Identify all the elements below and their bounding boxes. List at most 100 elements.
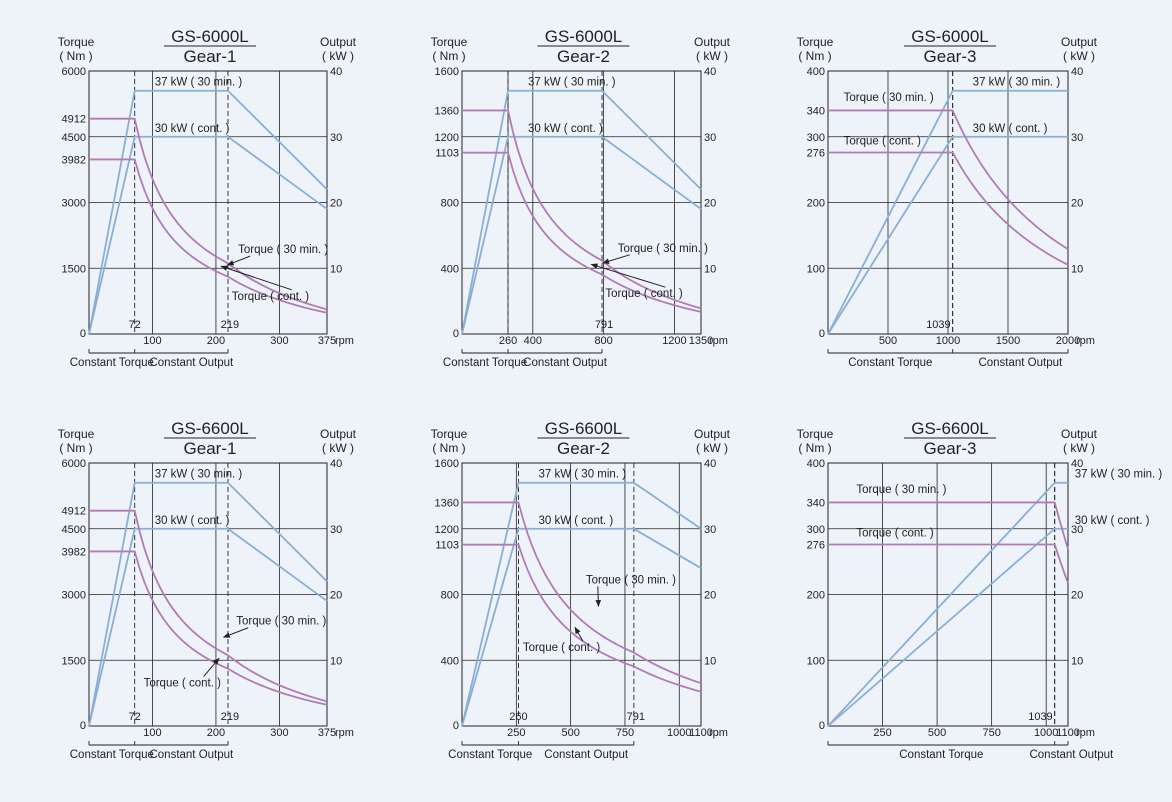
output-tick-label: 30: [704, 524, 716, 536]
power-line: [461, 481, 702, 727]
corner-speed-label: 219: [221, 711, 239, 723]
output-axis-title: Output: [1061, 35, 1098, 49]
constant-output-label: Constant Output: [544, 749, 629, 761]
constant-torque-label: Constant Torque: [70, 357, 154, 369]
power-cont-label: 30 kW ( cont. ): [973, 123, 1048, 135]
power-30min-label: 37 kW ( 30 min. ): [155, 469, 243, 481]
torque-axis-unit: ( Nm ): [432, 441, 465, 455]
power-line: [461, 527, 702, 727]
power-cont-label: 30 kW ( cont. ): [1075, 515, 1150, 527]
torque-tick-label: 1200: [435, 524, 459, 536]
power-line: [827, 135, 1068, 335]
torque-cont-label: Torque ( cont. ): [605, 288, 683, 300]
output-tick-label: 10: [1071, 655, 1083, 667]
torque-tick-label: 1500: [62, 263, 86, 275]
torque-zero-label: 0: [453, 328, 459, 340]
annotation-arrow: [220, 265, 292, 291]
annotation-arrow: [203, 657, 220, 677]
annotation-arrow: [222, 627, 249, 638]
power-line: [461, 89, 702, 335]
torque-axis-title: Torque: [797, 427, 834, 441]
corner-speed-label: 791: [627, 711, 645, 723]
torque-tick-label: 1103: [435, 540, 459, 552]
output-axis-title: Output: [320, 427, 357, 441]
x-tick-label: 200: [207, 335, 225, 347]
torque-curve: [89, 158, 328, 314]
torque-curve: [89, 509, 328, 703]
x-tick-label: 1000: [1034, 727, 1058, 739]
annotation-arrow: [595, 586, 602, 608]
chart-model-title: GS-6000L: [911, 27, 989, 46]
torque-cont-label: Torque ( cont. ): [144, 678, 222, 690]
x-tick-label: 375: [318, 727, 336, 739]
output-tick-label: 10: [1071, 263, 1083, 275]
torque-zero-label: 0: [819, 720, 825, 732]
chart-model-title: GS-6600L: [545, 419, 623, 438]
output-tick-label: 30: [1071, 132, 1083, 144]
torque-tick-label: 800: [441, 198, 459, 210]
constant-output-label: Constant Output: [978, 357, 1063, 369]
constant-torque-label: Constant Torque: [899, 749, 983, 761]
x-tick-label: 750: [982, 727, 1000, 739]
power-line: [827, 527, 1068, 727]
torque-tick-label: 4912: [62, 114, 86, 126]
torque-tick-label: 200: [807, 198, 825, 210]
torque-tick-label: 3982: [62, 154, 86, 166]
x-tick-label: 250: [507, 727, 525, 739]
torque-tick-label: 1200: [435, 132, 459, 144]
constant-torque-label: Constant Torque: [448, 749, 532, 761]
constant-torque-label: Constant Torque: [70, 749, 154, 761]
x-tick-label: 1200: [662, 335, 686, 347]
torque-tick-label: 1360: [435, 497, 459, 509]
chart-model-title: GS-6000L: [171, 27, 249, 46]
torque-tick-label: 4500: [62, 524, 86, 536]
torque-tick-label: 1103: [435, 148, 459, 160]
power-line: [88, 89, 328, 335]
torque-axis-unit: ( Nm ): [432, 49, 465, 63]
torque-tick-label: 300: [807, 524, 825, 536]
output-tick-label: 10: [704, 655, 716, 667]
torque-tick-label: 276: [807, 148, 825, 160]
power-line: [827, 481, 1068, 727]
torque-tick-label: 3000: [62, 198, 86, 210]
output-tick-label: 30: [330, 132, 342, 144]
torque-zero-label: 0: [819, 328, 825, 340]
chart-gear-title: Gear-3: [924, 47, 977, 66]
x-tick-label: 1100: [1056, 727, 1080, 739]
torque-tick-label: 340: [807, 497, 825, 509]
output-tick-label: 20: [330, 590, 342, 602]
output-tick-label: 20: [1071, 590, 1083, 602]
power-30min-label: 37 kW ( 30 min. ): [155, 77, 243, 89]
torque-tick-label: 800: [441, 590, 459, 602]
x-tick-label: 500: [561, 727, 579, 739]
output-tick-label: 20: [1071, 198, 1083, 210]
output-tick-label: 40: [1071, 66, 1083, 78]
torque-zero-label: 0: [80, 720, 86, 732]
power-cont-label: 30 kW ( cont. ): [155, 515, 230, 527]
x-tick-label: 300: [270, 335, 288, 347]
annotation-arrow: [602, 254, 630, 264]
output-axis-unit: ( kW ): [322, 49, 354, 63]
rpm-unit-label: rpm: [709, 335, 728, 347]
constant-output-label: Constant Output: [523, 357, 608, 369]
base-speed-label: 1039: [1028, 711, 1052, 723]
base-speed-label: 260: [509, 711, 527, 723]
annotation-arrow: [574, 626, 584, 642]
torque-curve: [462, 151, 702, 313]
torque-tick-label: 400: [807, 458, 825, 470]
x-tick-label: 500: [928, 727, 946, 739]
chart-model-title: GS-6000L: [545, 27, 623, 46]
output-tick-label: 20: [330, 198, 342, 210]
constant-output-label: Constant Output: [149, 357, 234, 369]
output-axis-unit: ( kW ): [1063, 49, 1095, 63]
torque-axis-title: Torque: [58, 427, 95, 441]
torque-tick-label: 300: [807, 132, 825, 144]
x-tick-label: 800: [594, 335, 612, 347]
